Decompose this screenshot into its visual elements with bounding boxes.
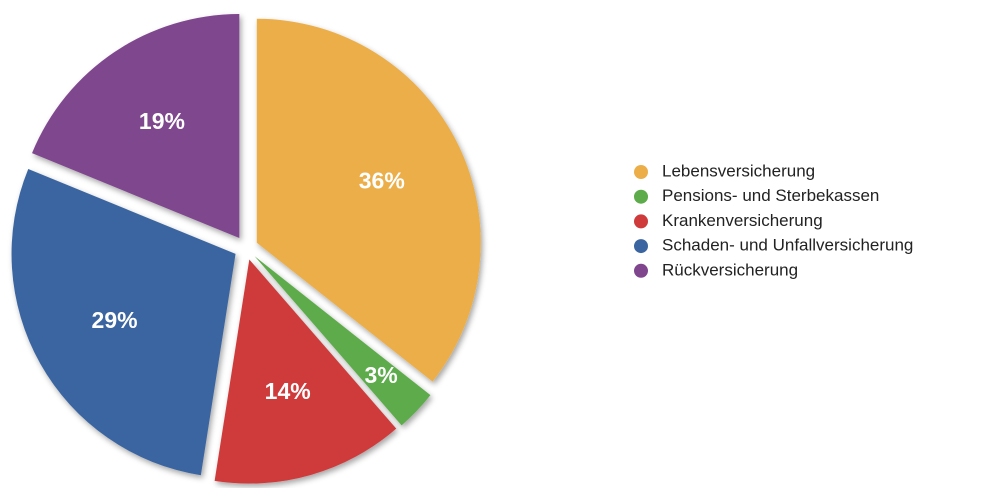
pie: 36% 3% 14% 29% 19% xyxy=(11,14,481,484)
value-label: 14% xyxy=(265,378,311,404)
legend-marker xyxy=(634,214,648,229)
legend-marker xyxy=(634,189,648,204)
value-label: 3% xyxy=(364,362,397,388)
legend-label: Rückversicherung xyxy=(662,260,798,279)
pie-slice xyxy=(254,256,431,426)
legend-label: Pensions- und Sterbekassen xyxy=(662,186,879,205)
pie-slice xyxy=(11,168,236,476)
legend-label: Schaden- und Unfallversicherung xyxy=(662,236,913,255)
value-label: 19% xyxy=(139,108,185,134)
pie-slice xyxy=(32,14,240,239)
legend-label: Krankenversicherung xyxy=(662,211,823,230)
value-label: 36% xyxy=(359,167,405,193)
legend-marker xyxy=(634,239,648,254)
pie-slice xyxy=(256,18,481,382)
legend: Lebensversicherung Pensions- und Sterbeka… xyxy=(634,161,913,279)
legend-label: Lebensversicherung xyxy=(662,161,815,180)
value-label: 29% xyxy=(92,307,138,333)
legend-marker xyxy=(634,165,648,179)
legend-marker xyxy=(634,263,648,278)
pie-slice xyxy=(214,259,397,484)
